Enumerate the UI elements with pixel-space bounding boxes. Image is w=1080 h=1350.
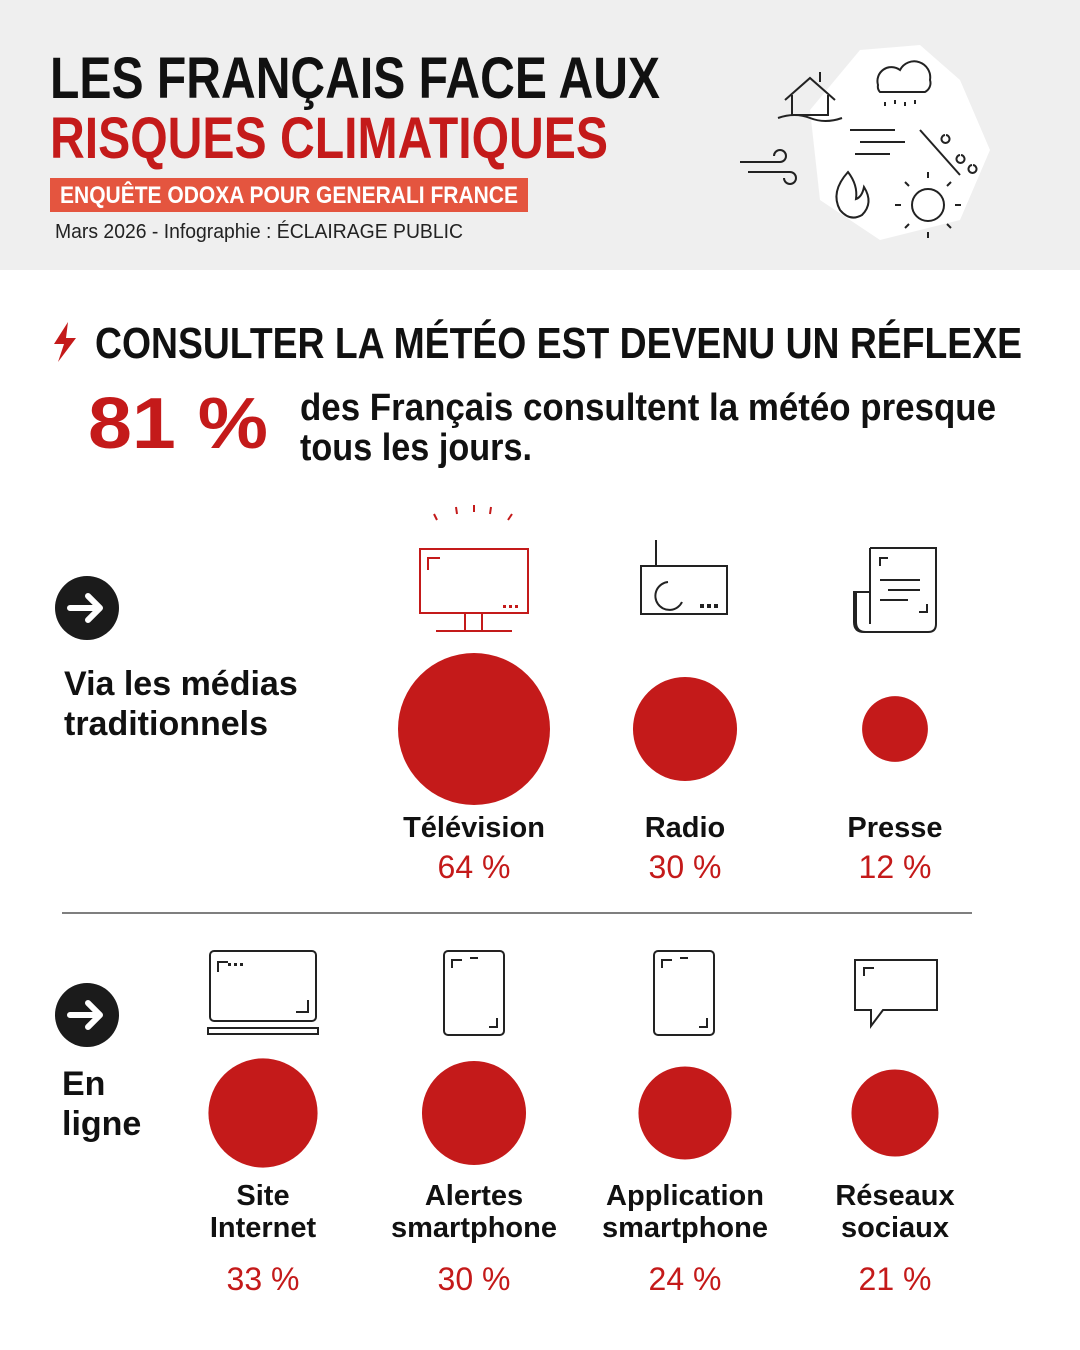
media-icons (419, 505, 937, 633)
title: RISQUES CLIMATIQUES (50, 106, 608, 171)
item-value: 33 % (227, 1261, 300, 1297)
item-value: 30 % (649, 849, 722, 885)
bubble (851, 1069, 939, 1157)
bubble (398, 653, 550, 805)
item-value: 64 % (438, 849, 511, 885)
credit: Mars 2026 - Infographie : ÉCLAIRAGE PUBL… (55, 220, 463, 243)
item-label: Réseaux (835, 1180, 954, 1212)
section-title: CONSULTER LA MÉTÉO EST DEVENU UN RÉFLEXE (95, 318, 1022, 368)
headline-text: tous les jours. (300, 427, 532, 469)
item-label: sociaux (841, 1212, 949, 1244)
group-label: traditionnels (64, 705, 268, 743)
bubble (632, 676, 738, 782)
item-value: 24 % (649, 1261, 722, 1297)
online-icons (207, 950, 938, 1036)
item-label: smartphone (602, 1212, 768, 1244)
bubble (862, 696, 928, 762)
item-value: 30 % (438, 1261, 511, 1297)
item-label: Alertes (425, 1180, 523, 1212)
subtitle: ENQUÊTE ODOXA POUR GENERALI FRANCE (60, 181, 518, 209)
subtitle-bg (50, 178, 528, 212)
group-label: Via les médias (64, 665, 298, 703)
item-label: Presse (847, 812, 942, 844)
item-label: Site (236, 1180, 289, 1212)
group-label: En (62, 1065, 105, 1103)
weather-icons (740, 45, 990, 240)
item-label: Application (606, 1180, 764, 1212)
item-value: 12 % (859, 849, 932, 885)
item-label: Radio (645, 812, 726, 844)
headline-text: des Français consultent la météo presque (300, 387, 996, 429)
item-label: Internet (210, 1212, 317, 1244)
arrow-icon (67, 593, 103, 623)
item-value: 21 % (859, 1261, 932, 1297)
bubble (638, 1066, 732, 1160)
arrow-icon (67, 1000, 103, 1030)
item-label: Télévision (403, 812, 545, 844)
group-label: ligne (62, 1105, 141, 1143)
title: LES FRANÇAIS FACE AUX (50, 46, 660, 111)
bubble (421, 1060, 527, 1166)
item-label: smartphone (391, 1212, 557, 1244)
bubble (208, 1058, 318, 1168)
headline-value: 81 % (88, 384, 268, 464)
bolt-icon (54, 322, 76, 362)
